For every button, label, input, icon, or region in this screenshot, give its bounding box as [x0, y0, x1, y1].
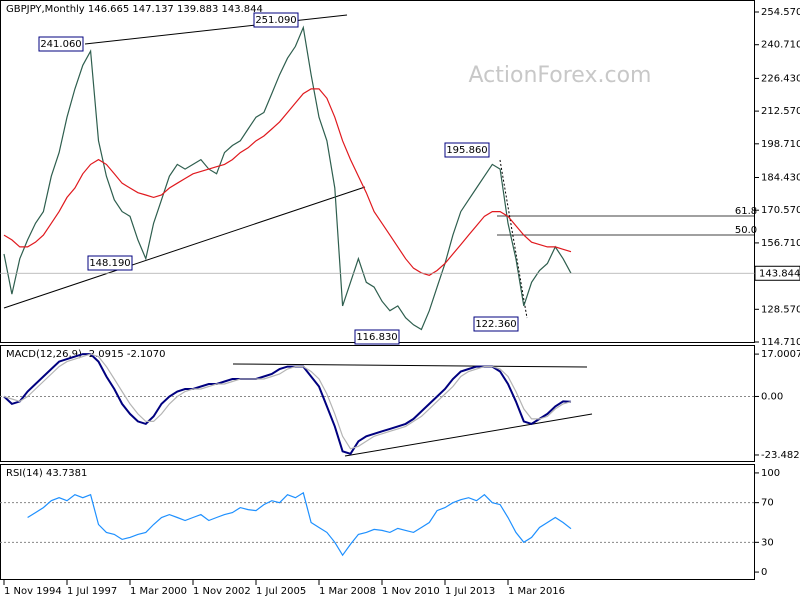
retrace-line	[499, 159, 528, 319]
annotation-box	[444, 142, 490, 158]
annotation-box	[87, 255, 133, 271]
y-tick-label: 17.0007	[761, 349, 800, 360]
annotation: 122.360	[475, 319, 516, 330]
series-line	[3, 25, 572, 331]
x-tick-label: 1 Jul 2005	[256, 586, 306, 597]
y-tick-label: -23.4823	[761, 450, 800, 461]
last-price-box	[754, 265, 800, 281]
x-tick-label: 1 Jul 2013	[445, 586, 495, 597]
trend-line	[3, 186, 366, 309]
annotation-box	[354, 329, 400, 345]
rsi-panel	[0, 464, 755, 580]
series-line	[27, 491, 572, 557]
annotation: 50.0	[735, 225, 757, 236]
trend-line	[232, 363, 588, 368]
y-tick-label: 240.710	[761, 40, 800, 51]
y-tick-label: 30	[761, 537, 774, 548]
series-line	[3, 353, 572, 455]
x-tick-label: 1 Nov 2002	[193, 586, 251, 597]
annotation: 148.190	[89, 258, 130, 269]
y-tick-label: 184.430	[761, 173, 800, 184]
y-tick-label: 114.710	[761, 337, 800, 348]
x-tick-label: 1 Mar 2008	[319, 586, 376, 597]
x-tick-label: 1 Mar 2016	[508, 586, 565, 597]
x-tick-label: 1 Jul 1997	[67, 586, 117, 597]
y-tick-label: 128.570	[761, 304, 800, 315]
series-line	[3, 88, 572, 276]
y-tick-label: 170.570	[761, 205, 800, 216]
annotation: 241.060	[40, 39, 81, 50]
x-tick-label: 1 Mar 2000	[130, 586, 187, 597]
annotation: 61.8	[735, 206, 757, 217]
watermark: ActionForex.com	[469, 63, 652, 88]
trend-line	[84, 14, 348, 45]
annotation-box	[38, 36, 84, 52]
y-tick-label: 198.710	[761, 139, 800, 150]
x-tick-label: 1 Nov 1994	[4, 586, 62, 597]
rsi-title: RSI(14) 43.7381	[6, 468, 87, 479]
last-price-label: 143.844	[759, 268, 800, 279]
annotation: 195.860	[446, 145, 487, 156]
macd-panel	[0, 345, 755, 462]
annotation: 116.830	[356, 332, 397, 343]
series-line	[3, 353, 572, 450]
y-tick-label: 70	[761, 498, 774, 509]
price-title: GBPJPY,Monthly 146.665 147.137 139.883 1…	[6, 4, 263, 15]
y-tick-label: 0.00	[761, 391, 783, 402]
y-tick-label: 100	[761, 468, 780, 479]
y-tick-label: 226.430	[761, 73, 800, 84]
y-tick-label: 212.570	[761, 106, 800, 117]
annotation-box	[473, 316, 519, 332]
y-tick-label: 156.710	[761, 238, 800, 249]
y-tick-label: 254.570	[761, 7, 800, 18]
annotation-box	[253, 12, 299, 28]
trend-line	[344, 413, 593, 457]
x-tick-label: 1 Nov 2010	[382, 586, 440, 597]
annotation: 251.090	[255, 15, 296, 26]
y-tick-label: 0	[761, 567, 767, 578]
